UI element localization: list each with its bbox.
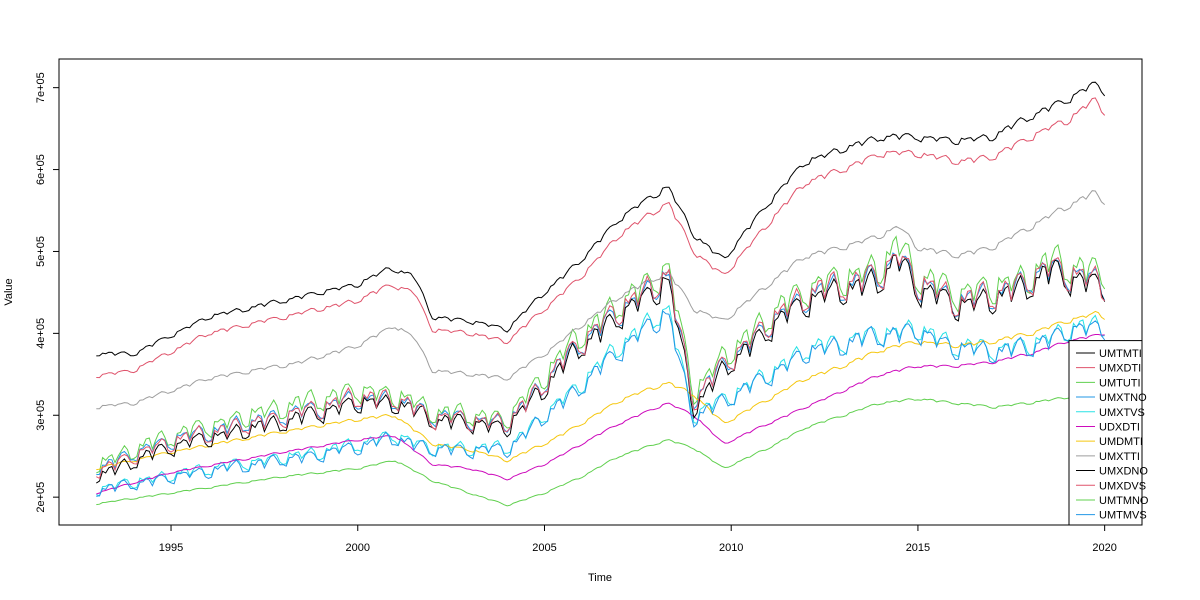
x-axis: 1995 2000 2005 2010 2015 2020	[159, 525, 1117, 554]
y-tick-label: 2e+05	[35, 482, 47, 513]
legend-label: UMDMTI	[1099, 436, 1143, 448]
x-tick-label: 2015	[906, 542, 930, 554]
x-tick-label: 2010	[719, 542, 743, 554]
series-line-udxdti	[96, 334, 1105, 495]
legend-label: UMXDNO	[1099, 466, 1148, 478]
y-tick-label: 4e+05	[35, 318, 47, 349]
x-axis-label: Time	[588, 572, 612, 584]
y-tick-label: 6e+05	[35, 154, 47, 185]
legend-label: UMXTVS	[1099, 407, 1145, 419]
series-line-umxdti	[96, 97, 1106, 379]
y-axis: 2e+05 3e+05 4e+05 5e+05 6e+05 7e+05	[35, 72, 59, 513]
y-axis-label: Value	[3, 278, 15, 305]
legend-label: UMTMNO	[1099, 495, 1149, 507]
legend-label: UMTMTI	[1099, 348, 1142, 360]
y-tick-label: 5e+05	[35, 236, 47, 267]
series-layer	[96, 81, 1106, 507]
legend-label: UDXDTI	[1099, 421, 1140, 433]
legend-label: UMXTTI	[1099, 451, 1140, 463]
series-line-umdmti	[96, 310, 1105, 471]
series-line-umxtti	[96, 190, 1106, 410]
legend-box	[1068, 340, 1143, 526]
x-tick-label: 2005	[532, 542, 556, 554]
series-line-umtmti	[96, 81, 1106, 357]
legend: UMTMTI UMXDTI UMTUTI UMXTNO UMXTVS UDXDTI UMDM…	[1068, 340, 1149, 526]
legend-label: UMTMVS	[1099, 510, 1147, 522]
series-line-umtmno	[96, 390, 1105, 507]
legend-label: UMXDTI	[1099, 363, 1141, 375]
x-tick-label: 1995	[159, 542, 183, 554]
series-line-umxdno	[96, 254, 1106, 484]
series-line-umxtno	[96, 252, 1106, 476]
series-line-umxdvs	[96, 253, 1106, 480]
plot-frame	[58, 58, 1143, 526]
legend-label: UMXDVS	[1099, 480, 1146, 492]
y-tick-label: 7e+05	[35, 72, 47, 103]
series-line-umtmvs	[96, 310, 1106, 497]
x-tick-label: 2020	[1092, 542, 1116, 554]
y-tick-label: 3e+05	[35, 400, 47, 431]
legend-label: UMTUTI	[1099, 377, 1141, 389]
legend-label: UMXTNO	[1099, 392, 1147, 404]
x-tick-label: 2000	[346, 542, 370, 554]
